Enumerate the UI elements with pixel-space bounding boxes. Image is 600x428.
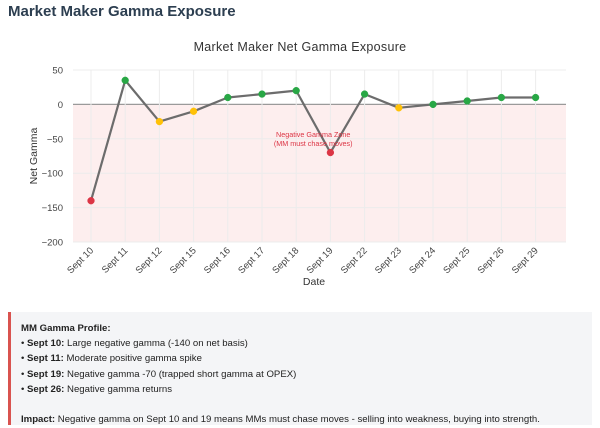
- profile-item: • Sept 10: Large negative gamma (-140 on…: [21, 338, 248, 350]
- y-tick-label: −50: [47, 134, 63, 145]
- profile-item-text: Moderate positive gamma spike: [63, 353, 202, 365]
- impact-label: Impact:: [21, 414, 56, 426]
- y-tick-label: −150: [42, 203, 63, 214]
- x-tick-label: Sept 12: [134, 245, 165, 276]
- profile-item-label: Sept 10:: [27, 338, 65, 350]
- negative-zone-annotation: (MM must chase moves): [274, 139, 353, 148]
- x-tick-label: Sept 11: [100, 245, 130, 275]
- data-point: [155, 117, 164, 126]
- series-line: [89, 79, 536, 202]
- y-tick-label: 0: [58, 100, 63, 111]
- data-point: [224, 93, 232, 102]
- impact-text: Negative gamma on Sept 10 and 19 means M…: [55, 414, 540, 426]
- data-point: [121, 76, 129, 84]
- data-point: [360, 90, 369, 98]
- x-tick-label: Sept 17: [236, 245, 267, 276]
- x-tick-label: Sept 16: [202, 245, 233, 276]
- x-tick-label: Sept 19: [305, 245, 336, 276]
- data-point: [87, 197, 95, 205]
- data-point: [189, 107, 198, 115]
- profile-item-label: Sept 11:: [27, 353, 64, 365]
- negative-zone-annotation: Negative Gamma Zone: [276, 130, 350, 139]
- x-tick-label: Sept 18: [270, 245, 301, 276]
- data-point: [258, 90, 266, 98]
- x-tick-label: Sept 15: [168, 245, 199, 276]
- profile-item: • Sept 11: Moderate positive gamma spike: [21, 353, 202, 365]
- y-tick-label: −100: [42, 169, 63, 180]
- x-tick-label: Sept 10: [65, 245, 96, 276]
- x-tick-label: Sept 22: [339, 245, 370, 276]
- page-title: Market Maker Gamma Exposure: [8, 3, 236, 20]
- profile-item-text: Negative gamma returns: [64, 383, 173, 395]
- data-point: [429, 100, 437, 109]
- profile-item: • Sept 19: Negative gamma -70 (trapped s…: [21, 368, 297, 380]
- y-tick-label: 50: [52, 66, 63, 77]
- x-tick-label: Sept 23: [373, 245, 404, 276]
- x-tick-label: Sept 25: [441, 245, 472, 276]
- x-axis-label: Date: [303, 276, 325, 288]
- x-tick-label: Sept 29: [510, 245, 541, 276]
- gamma-exposure-chart: Market Maker Net Gamma Exposure 50 0 −50 −1…: [28, 40, 566, 288]
- profile-item-text: Negative gamma -70 (trapped short gamma …: [64, 368, 297, 380]
- data-point: [463, 97, 471, 105]
- profile-title: MM Gamma Profile:: [21, 323, 111, 334]
- x-tick-label: Sept 26: [476, 245, 507, 276]
- data-point: [497, 93, 506, 102]
- profile-item-text: Large negative gamma (-140 on net basis): [64, 338, 248, 350]
- chart-title: Market Maker Net Gamma Exposure: [194, 40, 407, 54]
- x-tick-label: Sept 24: [407, 245, 438, 276]
- impact-note: Impact: Negative gamma on Sept 10 and 19…: [21, 412, 582, 427]
- y-tick-label: −200: [42, 238, 63, 249]
- profile-item-label: Sept 26:: [27, 383, 65, 395]
- gamma-profile-panel: MM Gamma Profile: • Sept 10: Large negat…: [8, 312, 592, 425]
- data-point: [292, 86, 300, 95]
- data-point: [531, 93, 540, 102]
- y-axis-label: Net Gamma: [28, 128, 40, 185]
- profile-item-label: Sept 19:: [27, 368, 65, 380]
- data-point: [395, 104, 403, 112]
- data-point: [326, 148, 335, 157]
- profile-item: • Sept 26: Negative gamma returns: [21, 383, 173, 395]
